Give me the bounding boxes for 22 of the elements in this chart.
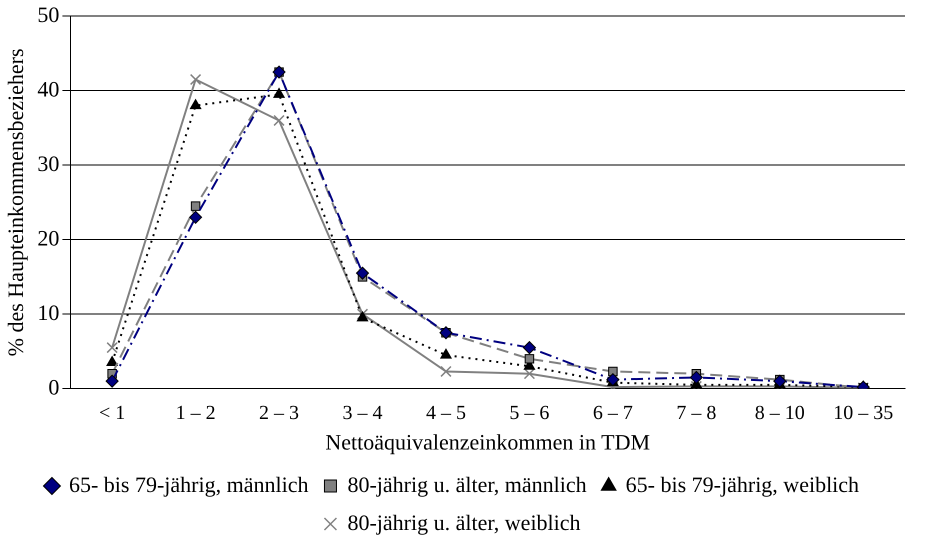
y-tick-label: 50 [37, 2, 60, 27]
x-tick-label: 1 – 2 [176, 402, 216, 424]
x-tick-label: 7 – 8 [676, 402, 716, 424]
y-tick-label: 30 [37, 150, 60, 176]
x-tick-label: 6 – 7 [592, 402, 633, 424]
legend-label: 80-jährig u. älter, männlich [347, 472, 587, 497]
legend-label: 65- bis 79-jährig, männlich [68, 472, 308, 497]
x-tick-label: 4 – 5 [426, 402, 466, 424]
x-tick-label: 2 – 3 [259, 402, 300, 424]
x-tick-label: 3 – 4 [342, 402, 383, 424]
y-tick-label: 20 [37, 225, 60, 250]
legend-label: 65- bis 79-jährig, weiblich [626, 472, 860, 497]
y-tick-label: 40 [37, 76, 60, 102]
x-axis-title: Nettoäquivalenzeinkommen in TDM [325, 430, 650, 455]
y-tick-label: 10 [37, 300, 60, 325]
x-tick-label: 8 – 10 [754, 402, 805, 424]
y-tick-label: 0 [48, 374, 60, 400]
x-tick-label: < 1 [98, 402, 126, 424]
legend-label: 80-jährig u. älter, weiblich [347, 510, 581, 535]
x-tick-label: 5 – 6 [509, 402, 550, 424]
y-axis-title: % des Haupteinkommensbeziehers [2, 48, 28, 356]
x-tick-label: 10 – 35 [833, 402, 894, 424]
